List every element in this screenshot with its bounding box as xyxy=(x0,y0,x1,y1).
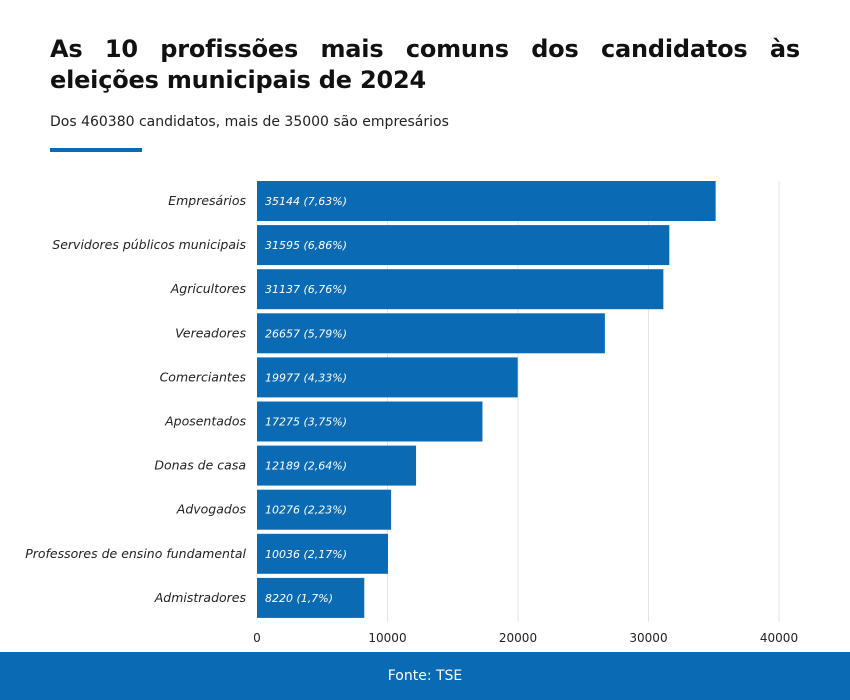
category-label: Admistradores xyxy=(154,590,247,605)
category-label: Advogados xyxy=(176,502,247,517)
category-label: Agricultores xyxy=(170,281,247,296)
chart-title: As 10 profissões mais comuns dos candida… xyxy=(50,35,800,94)
category-label: Professores de ensino fundamental xyxy=(25,546,246,561)
data-label: 10276 (2,23%) xyxy=(265,504,347,517)
bar xyxy=(257,181,716,221)
accent-underline xyxy=(50,148,142,152)
bar-chart: Empresários 35144 (7,63%) Servidores públi… xyxy=(25,181,798,645)
bar xyxy=(257,577,365,618)
data-label: 10036 (2,17%) xyxy=(265,548,347,561)
bar xyxy=(257,225,670,266)
category-label: Servidores públicos municipais xyxy=(52,237,246,252)
x-tick-label: 0 xyxy=(253,631,261,645)
x-tick-label: 20000 xyxy=(499,631,537,645)
x-tick-label: 30000 xyxy=(629,631,667,645)
x-tick-label: 40000 xyxy=(760,631,798,645)
data-label: 19977 (4,33%) xyxy=(265,371,347,384)
bar xyxy=(257,269,664,310)
data-label: 8220 (1,7%) xyxy=(265,592,333,605)
bar xyxy=(257,489,392,530)
chart-subtitle: Dos 460380 candidatos, mais de 35000 são… xyxy=(50,114,449,130)
x-tick-label: 10000 xyxy=(368,631,406,645)
bar xyxy=(257,401,483,442)
footer-bar: Fonte: TSE xyxy=(0,652,850,700)
data-label: 17275 (3,75%) xyxy=(265,416,347,429)
bar xyxy=(257,313,605,354)
bar xyxy=(257,445,417,486)
source-label: Fonte: TSE xyxy=(387,668,463,684)
bar xyxy=(257,533,388,574)
category-label: Comerciantes xyxy=(160,369,247,384)
category-label: Aposentados xyxy=(164,414,246,429)
data-label: 26657 (5,79%) xyxy=(265,327,347,340)
data-label: 35144 (7,63%) xyxy=(265,195,347,208)
data-label: 31595 (6,86%) xyxy=(265,239,347,252)
category-label: Empresários xyxy=(168,193,246,208)
category-label: Donas de casa xyxy=(154,458,246,473)
category-label: Vereadores xyxy=(175,325,246,340)
bar xyxy=(257,357,518,398)
data-label: 31137 (6,76%) xyxy=(265,283,347,296)
data-label: 12189 (2,64%) xyxy=(265,460,347,473)
